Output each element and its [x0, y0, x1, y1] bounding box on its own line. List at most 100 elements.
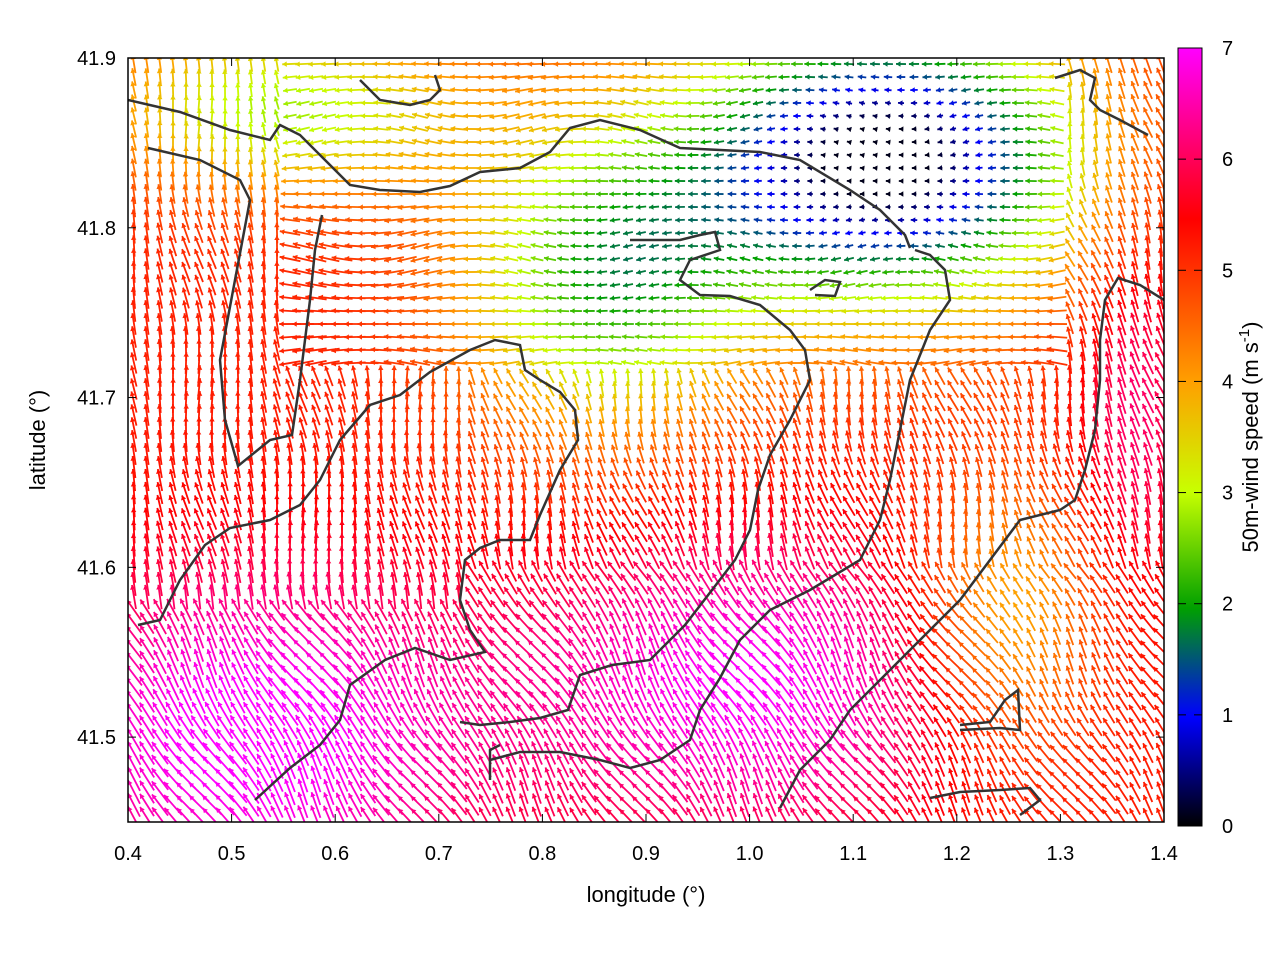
wind-vector: [582, 178, 596, 184]
wind-vector-head: [727, 204, 733, 210]
wind-vector-head: [646, 112, 652, 119]
wind-vector: [411, 112, 429, 119]
wind-vector-head: [570, 256, 576, 262]
wind-vector: [543, 230, 557, 236]
wind-vector: [767, 204, 775, 210]
wind-vector: [635, 295, 647, 301]
wind-vector: [919, 295, 935, 301]
wind-vector-head: [296, 113, 302, 120]
wind-vector: [699, 308, 713, 314]
wind-vector: [962, 191, 970, 197]
wind-vector-head: [515, 88, 521, 94]
wind-vector-head: [1117, 67, 1124, 74]
wind-vector: [622, 178, 634, 184]
wind-vector-head: [370, 256, 376, 263]
wind-vector-head: [608, 165, 614, 171]
wind-vector-head: [805, 87, 811, 93]
wind-vector: [622, 308, 634, 314]
wind-vector: [334, 100, 350, 107]
wind-vector-head: [569, 178, 574, 184]
wind-vector-head: [1049, 99, 1055, 106]
wind-vector-head: [183, 108, 189, 113]
wind-vector: [924, 126, 930, 132]
wind-vector-head: [686, 321, 691, 327]
wind-vector: [833, 139, 839, 146]
wind-vector-head: [357, 243, 363, 249]
wind-vector-head: [819, 100, 825, 106]
wind-vector-head: [235, 82, 241, 88]
wind-vector-head: [793, 126, 799, 132]
wind-vector-head: [794, 178, 799, 184]
wind-vector-head: [947, 61, 953, 67]
wind-vector-head: [661, 282, 667, 288]
wind-vector-head: [973, 74, 979, 80]
wind-vector-head: [622, 308, 628, 314]
wind-vector: [883, 61, 893, 67]
wind-vector-head: [130, 94, 136, 100]
wind-vector-head: [699, 100, 705, 106]
wind-vector-head: [273, 287, 280, 292]
wind-vector: [649, 243, 659, 249]
wind-vector: [516, 178, 532, 184]
wind-vector: [1012, 113, 1024, 119]
wind-vector: [530, 242, 544, 249]
wind-vector: [753, 126, 763, 132]
wind-vector: [764, 295, 778, 301]
wind-vector-head: [646, 86, 652, 93]
wind-vector-head: [1025, 165, 1031, 171]
wind-vector-head: [1012, 126, 1018, 132]
wind-vector: [503, 255, 519, 262]
wind-vector: [894, 282, 908, 288]
wind-vector-head: [489, 87, 494, 94]
wind-vector: [833, 152, 839, 159]
wind-vector: [924, 139, 930, 145]
wind-vector: [373, 99, 389, 106]
wind-vector: [937, 178, 943, 184]
wind-vector-head: [463, 100, 468, 106]
wind-vector: [490, 295, 506, 301]
wind-vector-head: [633, 99, 639, 105]
wind-vector-head: [897, 100, 903, 106]
wind-vector: [647, 321, 661, 327]
wind-vector: [516, 229, 532, 236]
wind-vector: [947, 256, 959, 262]
wind-vector-head: [765, 74, 770, 80]
wind-vector-head: [553, 74, 559, 80]
wind-vector: [765, 87, 777, 93]
wind-vector-head: [871, 87, 877, 93]
wind-vector-head: [999, 113, 1005, 119]
wind-vector-head: [516, 178, 521, 184]
wind-vector: [632, 73, 650, 80]
wind-vector-head: [449, 321, 455, 327]
wind-vector-head: [502, 101, 508, 107]
wind-vector-head: [344, 321, 349, 327]
wind-vector: [737, 308, 753, 314]
wind-vector-head: [922, 74, 928, 80]
wind-vector-head: [854, 308, 860, 314]
wind-vector: [881, 282, 895, 288]
wind-vector-head: [688, 178, 693, 184]
wind-vector-head: [674, 269, 680, 275]
wind-vector-head: [974, 100, 980, 106]
wind-vector: [260, 69, 267, 85]
wind-vector: [1105, 107, 1112, 125]
wind-vector-head: [911, 204, 916, 210]
wind-vector-head: [279, 294, 285, 300]
wind-vector-head: [273, 96, 279, 102]
wind-vector: [858, 230, 866, 236]
wind-vector: [884, 230, 892, 236]
wind-vector-head: [234, 159, 241, 165]
wind-vector-head: [334, 100, 340, 107]
wind-vector: [622, 295, 634, 301]
wind-vector-head: [714, 178, 720, 184]
wind-vector-head: [583, 282, 589, 288]
wind-vector-head: [950, 165, 956, 171]
wind-vector-head: [898, 178, 904, 184]
wind-vector-head: [1050, 112, 1056, 119]
wind-vector: [1092, 68, 1099, 86]
wind-vector: [699, 321, 713, 327]
wind-vector: [986, 230, 998, 236]
wind-vector: [806, 100, 814, 106]
wind-vector: [885, 191, 891, 197]
wind-vector: [859, 126, 865, 133]
